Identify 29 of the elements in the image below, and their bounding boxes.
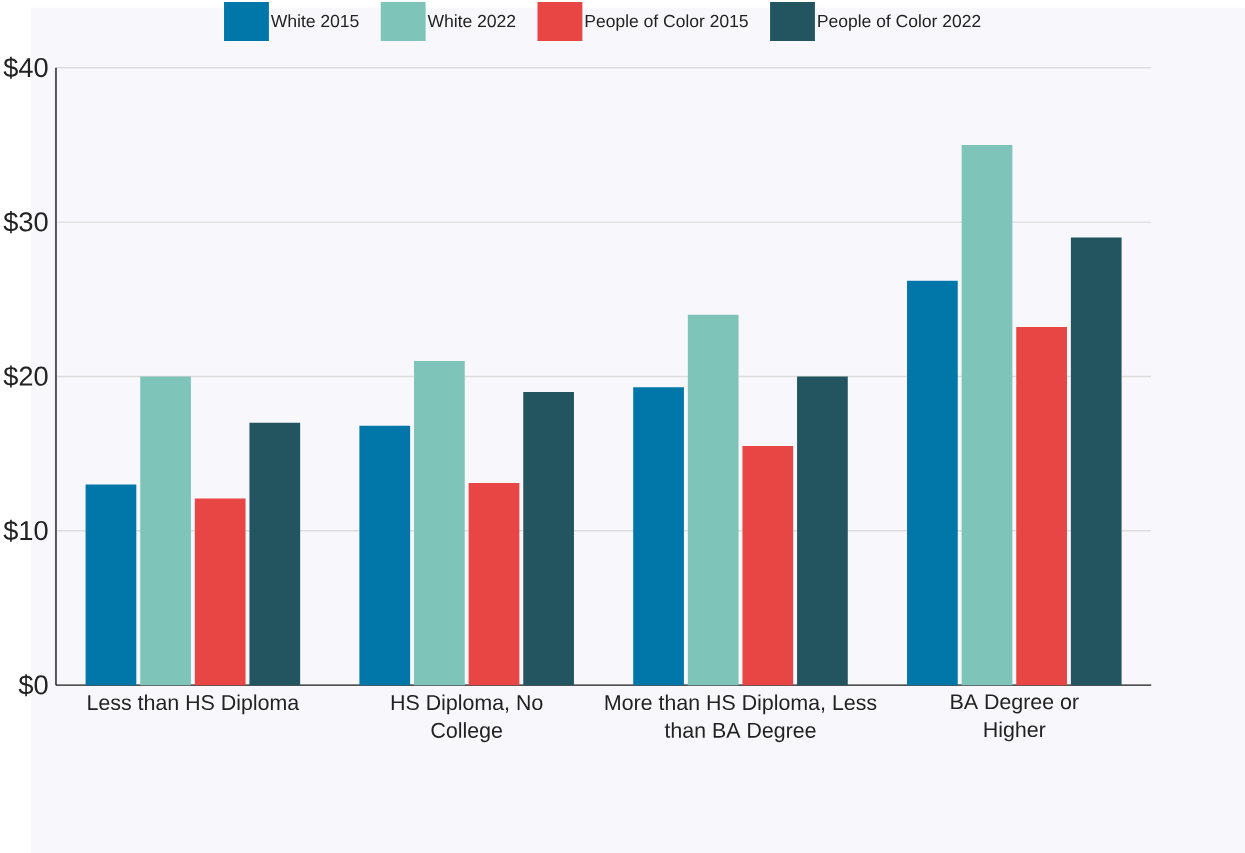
bar <box>633 387 684 685</box>
bar <box>468 482 520 685</box>
legend-label: White 2022 <box>427 14 516 28</box>
bar <box>194 498 246 685</box>
bar <box>1070 237 1122 685</box>
y-tick-label: $10 <box>3 519 48 542</box>
bar <box>414 360 465 685</box>
y-tick-label: $40 <box>3 56 48 79</box>
bar <box>1016 326 1067 685</box>
x-tick-label: BA Degree or Higher <box>951 694 1079 742</box>
x-tick-label: More than HS Diploma, Less than BA Degree <box>605 694 877 742</box>
legend-label: People of Color 2015 <box>585 14 748 31</box>
x-tick-label: HS Diploma, No College <box>391 694 543 742</box>
bar <box>85 484 137 685</box>
y-tick-label: $30 <box>3 210 48 233</box>
bar <box>140 376 191 685</box>
y-tick-label: $20 <box>3 365 48 388</box>
bar <box>742 445 794 685</box>
x-tick-label: Less than HS Diploma <box>88 694 300 715</box>
bar <box>249 422 301 685</box>
legend-label: People of Color 2022 <box>818 14 981 31</box>
bar <box>961 144 1013 685</box>
bar <box>907 280 958 685</box>
legend-label: White 2015 <box>270 14 359 28</box>
bar <box>797 376 848 685</box>
y-tick-label: $0 <box>18 673 48 696</box>
bar <box>687 314 739 685</box>
bar <box>523 391 574 685</box>
bar <box>359 425 411 685</box>
